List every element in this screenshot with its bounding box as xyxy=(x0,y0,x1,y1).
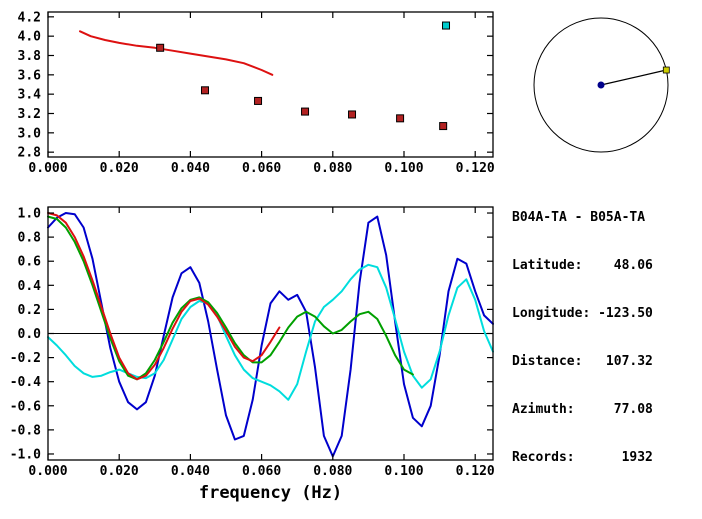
group-velocity-pick[interactable] xyxy=(439,122,448,131)
azimuth-line xyxy=(600,69,667,86)
azimuth-line-text: Azimuth: 77.08 xyxy=(512,402,653,417)
y-tick-label: 0.4 xyxy=(18,279,42,294)
y-tick-label: -0.4 xyxy=(10,375,41,390)
y-tick-label: 3.2 xyxy=(18,107,41,122)
x-tick-label: 0.120 xyxy=(456,161,495,176)
x-axis-label: frequency (Hz) xyxy=(199,483,342,503)
distance-line: Distance: 107.32 xyxy=(512,354,653,369)
y-tick-label: -0.2 xyxy=(10,351,41,366)
y-tick-label: 3.4 xyxy=(18,88,42,103)
x-tick-label: 0.100 xyxy=(384,161,423,176)
x-tick-label: 0.020 xyxy=(100,464,139,479)
longitude-line: Longitude: -123.50 xyxy=(512,306,653,321)
station-info-panel: B04A-TA - B05A-TA Latitude: 48.06 Longit… xyxy=(512,178,653,498)
y-tick-label: 0.2 xyxy=(18,303,41,318)
azimuth-marker-icon xyxy=(662,66,670,74)
y-tick-label: 4.0 xyxy=(18,30,42,45)
x-tick-label: 0.020 xyxy=(100,161,139,176)
y-tick-label: 1.0 xyxy=(18,207,42,222)
azimuth-diagram xyxy=(533,17,670,153)
group-velocity-pick[interactable] xyxy=(254,96,263,105)
x-tick-label: 0.080 xyxy=(313,464,352,479)
green-trace xyxy=(47,215,414,381)
y-tick-label: 3.0 xyxy=(18,126,42,141)
x-tick-label: 0.000 xyxy=(28,464,67,479)
station-pair-title: B04A-TA - B05A-TA xyxy=(512,210,646,225)
group-velocity-pick[interactable] xyxy=(156,43,165,52)
y-tick-label: 0.6 xyxy=(18,255,42,270)
group-velocity-pick[interactable] xyxy=(200,86,209,95)
red-trace xyxy=(47,212,281,381)
blue-trace xyxy=(47,212,494,458)
x-tick-label: 0.000 xyxy=(28,161,67,176)
spectra-plot[interactable]: 0.000 0.020 0.040 0.060 0.080 0.100 0.120 -1.0 -… xyxy=(0,182,500,519)
station-dot xyxy=(597,81,605,89)
cyan-trace xyxy=(47,263,494,401)
x-tick-label: 0.040 xyxy=(171,464,210,479)
records-line: Records: 1932 xyxy=(512,450,653,465)
y-tick-label: 0.8 xyxy=(18,231,42,246)
active-pick[interactable] xyxy=(442,21,451,30)
group-velocity-pick[interactable] xyxy=(396,114,405,123)
azimuth-circle xyxy=(533,17,669,153)
x-tick-label: 0.060 xyxy=(242,161,281,176)
x-tick-label: 0.100 xyxy=(384,464,423,479)
y-tick-label: -0.6 xyxy=(10,399,41,414)
y-tick-label: 3.8 xyxy=(18,49,42,64)
x-tick-label: 0.120 xyxy=(456,464,495,479)
x-tick-label: 0.060 xyxy=(242,464,281,479)
group-velocity-pick[interactable] xyxy=(348,110,357,119)
dispersion-curve xyxy=(79,30,274,76)
dispersion-plot[interactable]: 0.000 0.020 0.040 0.060 0.080 0.100 0.120 2.8 3.… xyxy=(0,0,500,182)
x-tick-label: 0.080 xyxy=(313,161,352,176)
y-tick-label: 4.2 xyxy=(18,10,41,25)
x-tick-label: 0.040 xyxy=(171,161,210,176)
y-tick-label: -0.8 xyxy=(10,423,41,438)
plot-frame xyxy=(47,11,494,158)
group-velocity-pick[interactable] xyxy=(301,107,310,116)
y-tick-label: 0.0 xyxy=(18,327,42,342)
y-tick-label: 3.6 xyxy=(18,68,42,83)
latitude-line: Latitude: 48.06 xyxy=(512,258,653,273)
y-tick-label: -1.0 xyxy=(10,447,41,462)
y-tick-label: 2.8 xyxy=(18,146,42,161)
